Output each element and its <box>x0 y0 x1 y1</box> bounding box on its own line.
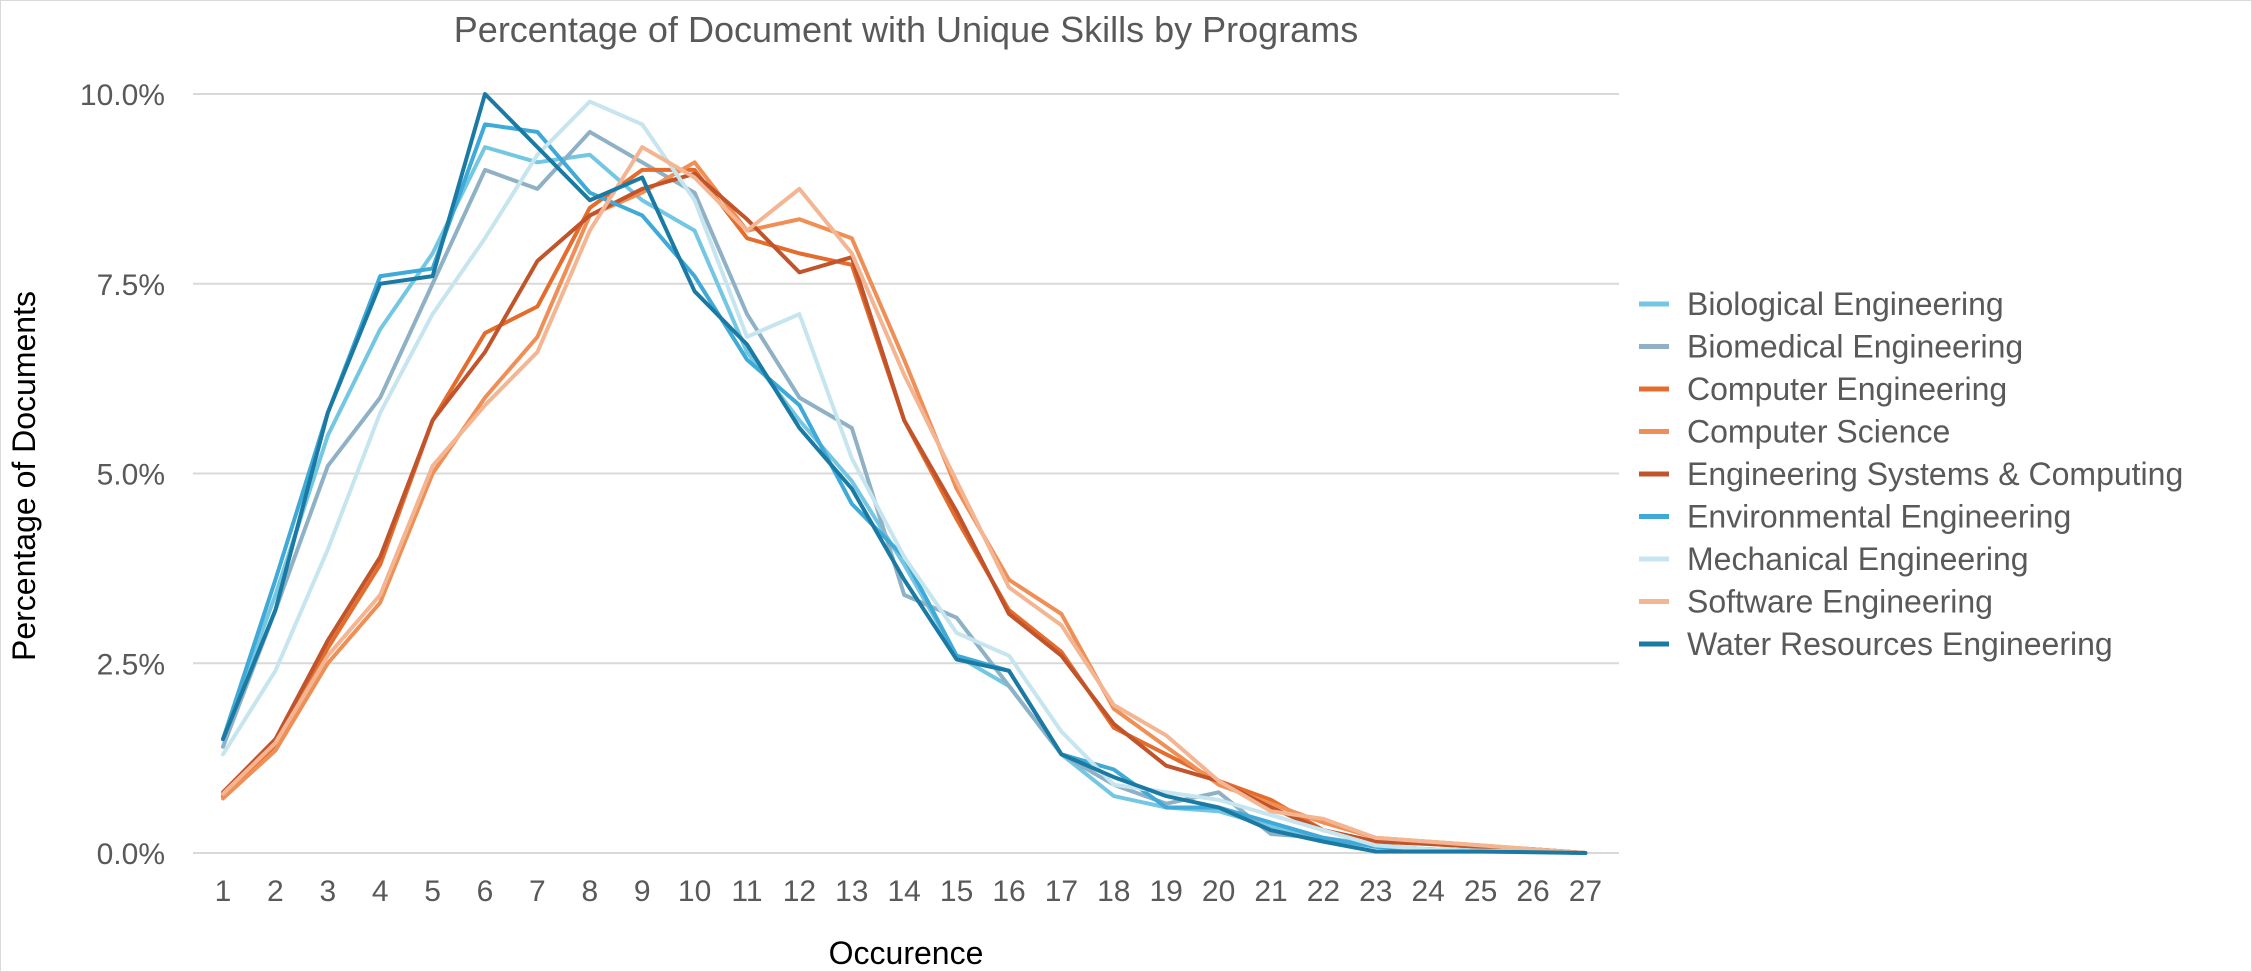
chart-title: Percentage of Document with Unique Skill… <box>454 9 1358 50</box>
legend-label: Software Engineering <box>1687 584 1993 620</box>
y-tick-label: 7.5% <box>97 269 165 302</box>
x-tick-label: 7 <box>529 875 546 908</box>
x-tick-label: 22 <box>1307 875 1340 908</box>
x-tick-label: 24 <box>1412 875 1445 908</box>
x-tick-label: 26 <box>1516 875 1549 908</box>
y-tick-label: 10.0% <box>80 79 165 112</box>
x-tick-label: 2 <box>267 875 284 908</box>
legend-label: Engineering Systems & Computing <box>1687 456 2183 492</box>
x-tick-label: 17 <box>1045 875 1078 908</box>
y-tick-label: 0.0% <box>97 838 165 871</box>
x-tick-label: 10 <box>678 875 711 908</box>
x-tick-label: 1 <box>215 875 232 908</box>
legend-label: Biomedical Engineering <box>1687 329 2023 365</box>
x-tick-label: 9 <box>634 875 651 908</box>
x-tick-label: 12 <box>783 875 816 908</box>
x-tick-label: 4 <box>372 875 389 908</box>
x-tick-label: 15 <box>940 875 973 908</box>
x-tick-label: 13 <box>835 875 868 908</box>
y-tick-label: 5.0% <box>97 459 165 492</box>
series-line-6 <box>221 99 1588 855</box>
legend-label: Water Resources Engineering <box>1687 626 2113 662</box>
x-tick-label: 6 <box>477 875 494 908</box>
series-line-3 <box>221 160 1588 855</box>
x-tick-label: 25 <box>1464 875 1497 908</box>
x-axis-label: Occurence <box>829 935 984 971</box>
x-tick-label: 3 <box>319 875 336 908</box>
series-lines <box>221 92 1588 855</box>
x-tick-label: 16 <box>992 875 1025 908</box>
x-tick-label: 5 <box>424 875 441 908</box>
x-tick-label: 27 <box>1569 875 1602 908</box>
x-tick-label: 20 <box>1202 875 1235 908</box>
legend: Biological Engineering Biomedical Enginee… <box>1639 286 2183 662</box>
x-tick-label: 11 <box>731 875 762 908</box>
y-axis-ticks: 0.0% 2.5% 5.0% 7.5% 10.0% <box>80 79 165 871</box>
legend-label: Mechanical Engineering <box>1687 541 2029 577</box>
x-tick-label: 18 <box>1097 875 1130 908</box>
series-line-0 <box>221 145 1588 855</box>
gridlines <box>193 93 1619 854</box>
legend-label: Biological Engineering <box>1687 286 2004 322</box>
x-tick-label: 8 <box>581 875 598 908</box>
x-tick-label: 21 <box>1254 875 1287 908</box>
legend-label: Environmental Engineering <box>1687 499 2071 535</box>
legend-label: Computer Science <box>1687 414 1950 450</box>
series-line-7 <box>221 145 1588 855</box>
x-tick-label: 23 <box>1359 875 1392 908</box>
x-tick-label: 14 <box>888 875 921 908</box>
series-line-4 <box>221 171 1588 855</box>
x-axis-ticks: 1 2 3 4 5 6 7 8 9 10 11 12 13 14 15 16 17 18 19 20 21 22 23 24 2… <box>215 875 1602 908</box>
series-line-2 <box>221 167 1588 855</box>
series-line-8 <box>221 92 1588 855</box>
x-tick-label: 19 <box>1150 875 1183 908</box>
y-axis-label: Percentage of Documents <box>6 291 42 661</box>
legend-label: Computer Engineering <box>1687 371 2007 407</box>
series-line-1 <box>221 129 1588 855</box>
y-tick-label: 2.5% <box>97 648 165 681</box>
